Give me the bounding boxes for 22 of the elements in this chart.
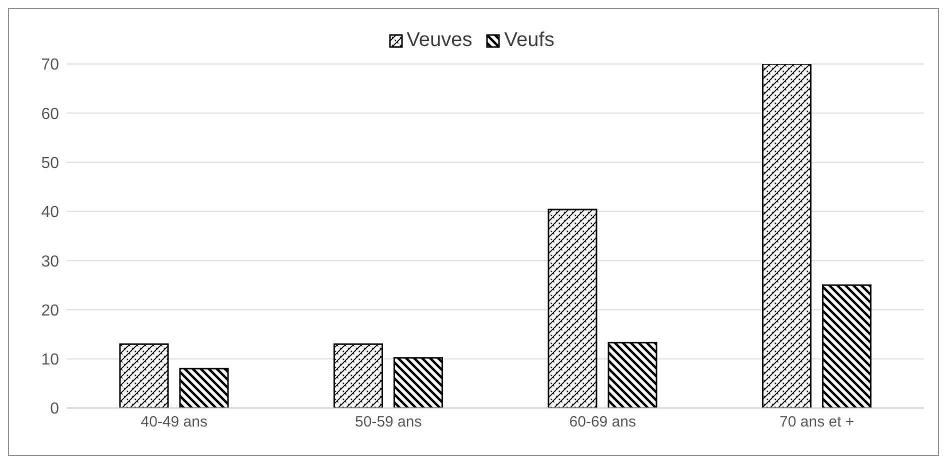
legend-label: Veufs <box>503 29 554 52</box>
legend-label: Veuves <box>406 29 472 52</box>
x-tick-label: 50-59 ans <box>355 414 422 431</box>
y-tick-label: 30 <box>41 253 60 270</box>
bar <box>548 208 598 408</box>
y-tick-label: 20 <box>41 302 60 320</box>
bar <box>394 357 443 408</box>
y-tick-label: 60 <box>41 106 60 123</box>
x-tick-label: 60-69 ans <box>569 414 636 431</box>
bar <box>334 343 383 408</box>
bar <box>608 342 658 408</box>
y-tick-label: 50 <box>41 154 60 172</box>
y-tick-label: 40 <box>41 204 60 222</box>
x-tick-label: 40-49 ans <box>140 414 208 431</box>
bar <box>179 368 229 408</box>
bar <box>822 284 872 408</box>
x-tick-label: 70 ans et + <box>780 414 854 431</box>
y-tick-label: 10 <box>41 352 60 369</box>
bar <box>119 343 169 408</box>
y-tick-label: 0 <box>50 400 60 418</box>
y-tick-label: 70 <box>41 56 60 74</box>
bar <box>762 64 812 408</box>
